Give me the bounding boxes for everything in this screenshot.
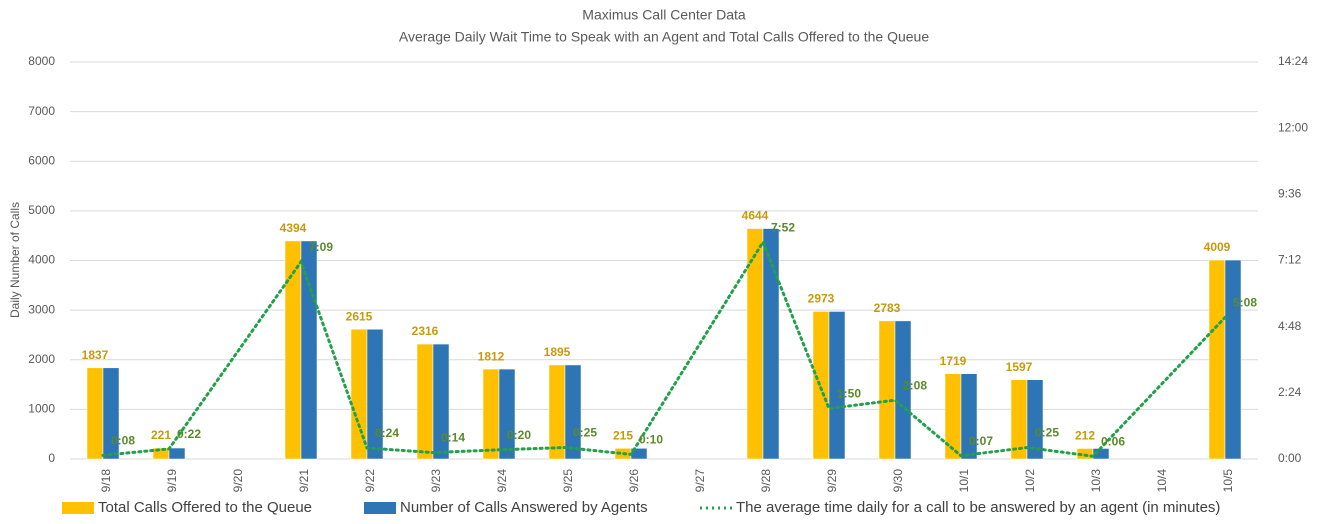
bar xyxy=(762,228,780,460)
bar xyxy=(86,367,104,460)
legend-swatch xyxy=(62,502,94,514)
line-value-label: 2:08 xyxy=(903,378,927,392)
x-tick-label: 9/18 xyxy=(99,469,113,493)
legend-swatch xyxy=(364,502,396,514)
x-tick-label: 9/21 xyxy=(297,469,311,493)
line-value-label: 0:10 xyxy=(639,433,663,447)
bar xyxy=(102,367,120,460)
bar-value-label: 212 xyxy=(1075,429,1095,443)
y-tick-label: 5000 xyxy=(28,203,55,217)
y-tick-label: 0 xyxy=(48,451,55,465)
y2-tick-label: 12:00 xyxy=(1278,120,1308,134)
y2-tick-label: 4:48 xyxy=(1278,319,1302,333)
bar-value-label: 1719 xyxy=(940,354,967,368)
bar-value-label: 1597 xyxy=(1006,360,1033,374)
bar xyxy=(564,364,582,460)
bar-value-label: 221 xyxy=(151,428,171,442)
bar xyxy=(432,343,450,460)
bar xyxy=(548,364,566,460)
line-value-label: 0:07 xyxy=(969,434,993,448)
y-tick-label: 2000 xyxy=(28,352,55,366)
bar xyxy=(960,373,978,460)
bar xyxy=(944,373,962,460)
x-tick-label: 10/4 xyxy=(1155,469,1169,493)
x-tick-label: 10/1 xyxy=(957,469,971,493)
bar xyxy=(482,368,500,460)
line-value-label: 5:08 xyxy=(1233,296,1257,310)
y2-tick-label: 14:24 xyxy=(1278,54,1308,68)
bar xyxy=(746,228,764,460)
bar-value-label: 1837 xyxy=(82,348,109,362)
legend-label: The average time daily for a call to be … xyxy=(736,499,1220,516)
line-value-label: 7:09 xyxy=(309,240,333,254)
line-value-label: 0:24 xyxy=(375,426,399,440)
bar xyxy=(416,343,434,460)
x-tick-label: 9/24 xyxy=(495,469,509,493)
bar-value-label: 2316 xyxy=(412,324,439,338)
chart-subtitle: Average Daily Wait Time to Speak with an… xyxy=(399,29,929,45)
x-tick-label: 9/20 xyxy=(231,469,245,493)
bar xyxy=(366,328,384,460)
y-tick-label: 7000 xyxy=(28,104,55,118)
bar xyxy=(168,447,186,460)
line-value-label: 0:08 xyxy=(111,433,135,447)
line-value-label: 1:50 xyxy=(837,387,861,401)
y2-tick-label: 9:36 xyxy=(1278,187,1302,201)
bar-value-label: 4009 xyxy=(1204,240,1231,254)
y2-tick-label: 2:24 xyxy=(1278,385,1302,399)
y-tick-label: 1000 xyxy=(28,402,55,416)
line-value-label: 0:14 xyxy=(441,431,465,445)
bar xyxy=(350,328,368,460)
y-tick-label: 3000 xyxy=(28,302,55,316)
bar xyxy=(300,240,318,460)
bar xyxy=(1224,259,1242,460)
x-tick-label: 9/27 xyxy=(693,469,707,493)
bar xyxy=(498,368,516,460)
line-value-label: 0:25 xyxy=(1035,426,1059,440)
x-tick-label: 10/3 xyxy=(1089,469,1103,493)
x-tick-label: 9/22 xyxy=(363,469,377,493)
bar-value-label: 2615 xyxy=(346,309,373,323)
bar xyxy=(812,311,830,460)
chart-title: Maximus Call Center Data xyxy=(582,7,746,23)
bar-value-label: 4644 xyxy=(742,209,769,223)
bar xyxy=(894,320,912,460)
bar xyxy=(828,311,846,460)
x-tick-label: 9/28 xyxy=(759,469,773,493)
x-tick-label: 10/2 xyxy=(1023,469,1037,493)
x-tick-label: 10/5 xyxy=(1221,469,1235,493)
bar-value-label: 4394 xyxy=(280,221,307,235)
line-value-label: 0:25 xyxy=(573,426,597,440)
y-tick-label: 6000 xyxy=(28,153,55,167)
x-tick-label: 9/23 xyxy=(429,469,443,493)
y2-tick-label: 7:12 xyxy=(1278,253,1302,267)
x-tick-label: 9/19 xyxy=(165,469,179,493)
bar-value-label: 1895 xyxy=(544,345,571,359)
legend-label: Total Calls Offered to the Queue xyxy=(98,499,312,516)
bar-value-label: 2973 xyxy=(808,292,835,306)
y-tick-label: 8000 xyxy=(28,54,55,68)
x-tick-label: 9/25 xyxy=(561,469,575,493)
bar-value-label: 1812 xyxy=(478,349,505,363)
y2-tick-label: 0:00 xyxy=(1278,451,1302,465)
x-tick-label: 9/30 xyxy=(891,469,905,493)
x-tick-label: 9/26 xyxy=(627,469,641,493)
line-value-label: 0:06 xyxy=(1101,434,1125,448)
line-value-label: 7:52 xyxy=(771,220,795,234)
y-axis-label: Daily Number of Calls xyxy=(8,202,22,318)
line-series xyxy=(101,238,1227,458)
line-value-label: 0:22 xyxy=(177,427,201,441)
y-tick-label: 4000 xyxy=(28,253,55,267)
legend-label: Number of Calls Answered by Agents xyxy=(400,499,648,516)
bar-value-label: 215 xyxy=(613,429,633,443)
bar-value-label: 2783 xyxy=(874,301,901,315)
bar xyxy=(1026,379,1044,460)
line-value-label: 0:20 xyxy=(507,428,531,442)
x-tick-label: 9/29 xyxy=(825,469,839,493)
bar xyxy=(878,320,896,460)
bar xyxy=(1208,259,1226,460)
